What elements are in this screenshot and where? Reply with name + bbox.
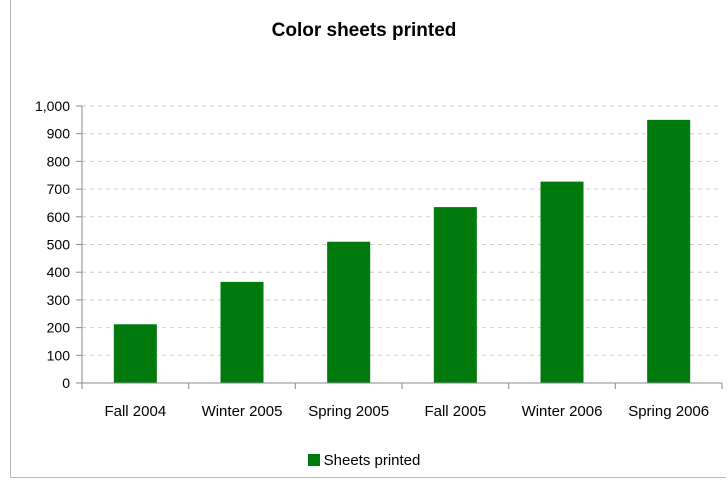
chart-frame [10, 0, 726, 478]
bar [540, 181, 584, 383]
bar [647, 119, 691, 383]
y-tick-label: 0 [62, 375, 70, 391]
axes [76, 105, 723, 389]
y-tick-labels: 0 100 200 300 400 500 600 700 800 900 1,000 [35, 98, 70, 391]
bar [220, 281, 264, 383]
bars [113, 119, 691, 383]
x-tick-label: Spring 2005 [308, 403, 389, 420]
bar [327, 241, 371, 383]
y-tick-label: 900 [47, 126, 71, 142]
x-tick-labels: Fall 2004 Winter 2005 Spring 2005 Fall 2005… [104, 403, 709, 420]
legend-label: Sheets printed [323, 452, 421, 469]
y-tick-label: 200 [47, 320, 71, 336]
y-tick-label: 700 [47, 181, 71, 197]
bar [113, 324, 157, 383]
gridlines [82, 105, 722, 356]
legend-swatch [307, 454, 320, 466]
x-tick-label: Spring 2006 [628, 403, 709, 420]
y-tick-label: 100 [47, 347, 71, 363]
y-tick-label: 600 [47, 209, 71, 225]
x-tick-label: Fall 2004 [104, 403, 166, 420]
x-tick-label: Winter 2005 [202, 403, 283, 420]
legend: Sheets printed [0, 452, 728, 469]
chart-title: Color sheets printed [271, 20, 457, 41]
x-tick-label: Fall 2005 [424, 403, 486, 420]
bar [433, 207, 477, 383]
y-tick-label: 300 [47, 292, 71, 308]
x-tick-label: Winter 2006 [522, 403, 603, 420]
y-tick-label: 500 [47, 237, 71, 253]
y-tick-label: 1,000 [35, 98, 70, 114]
y-tick-label: 800 [47, 153, 71, 169]
y-tick-label: 400 [47, 264, 71, 280]
